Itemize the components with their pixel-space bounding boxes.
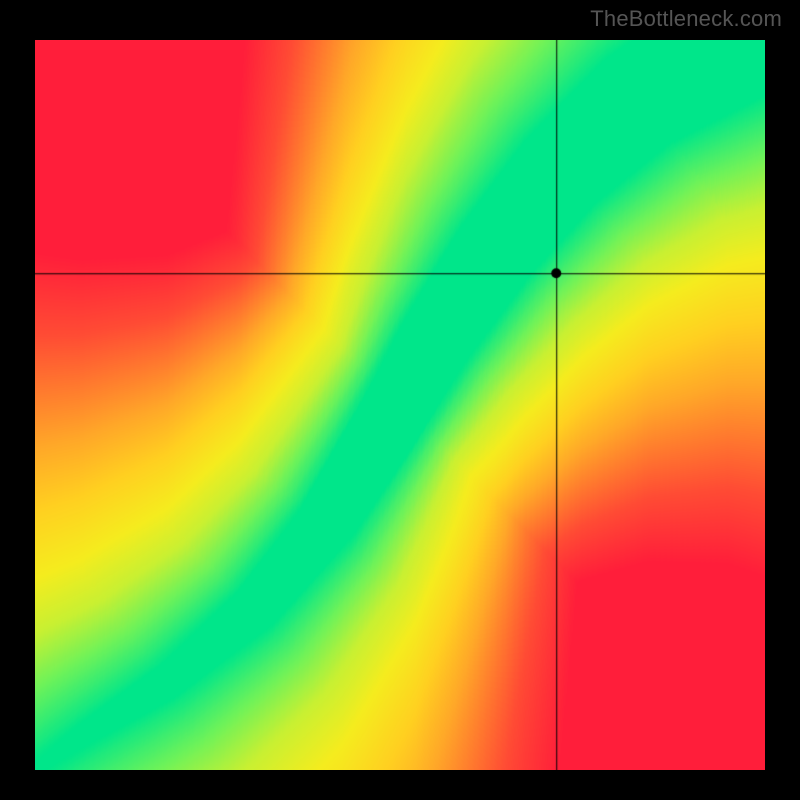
watermark-text: TheBottleneck.com	[590, 6, 782, 32]
bottleneck-heatmap	[35, 40, 765, 770]
heatmap-canvas	[35, 40, 765, 770]
chart-container: TheBottleneck.com	[0, 0, 800, 800]
